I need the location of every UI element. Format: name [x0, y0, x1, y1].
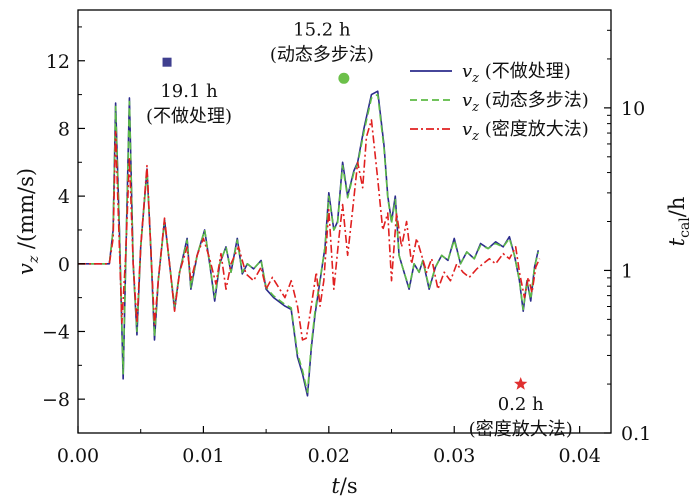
- series-line-2: [78, 93, 540, 394]
- marker-square: [162, 57, 172, 67]
- marker-layer: 19.1 h (不做处理) 15.2 h (动态多步法) 0.2 h (密度放大法): [146, 19, 573, 440]
- legend-label: vz (不做处理): [462, 61, 571, 86]
- marker-time-label: 19.1 h: [160, 81, 218, 102]
- y-right-axis-label-var: t: [665, 237, 689, 246]
- y-axis-label-var: v: [14, 263, 38, 275]
- y-tick-label: −4: [42, 321, 70, 343]
- y-tick-label: −8: [42, 389, 70, 411]
- x-tick-label: 0.00: [57, 445, 99, 467]
- x-axis-label-unit: /s: [340, 474, 358, 498]
- axis-ticks: 0.00 0.01 0.02 0.03 0.04 −8 −4 0 4 8 12 0.1 1 10: [42, 9, 651, 467]
- y-axis-label-unit: /(mm/s): [14, 168, 38, 256]
- series-layer: [78, 90, 541, 397]
- y-tick-label: 12: [46, 51, 70, 73]
- y-right-axis-label-unit: /h: [665, 197, 689, 218]
- x-axis-label-var: t: [331, 474, 340, 498]
- x-axis-label: t/s: [331, 474, 357, 498]
- x-tick-label: 0.02: [308, 445, 350, 467]
- y-right-tick-label: 10: [621, 98, 645, 120]
- y-right-tick-label: 0.1: [621, 423, 651, 445]
- legend-label: vz (动态多步法): [462, 90, 589, 115]
- y-right-tick-label: 1: [621, 260, 633, 282]
- series-line-3: [78, 119, 541, 341]
- marker-method-label: (密度放大法): [469, 419, 573, 440]
- y-right-axis-label: tcal/h: [665, 197, 693, 247]
- y-tick-label: 0: [58, 254, 70, 276]
- y-tick-label: 4: [58, 186, 70, 208]
- y-axis-label: vz /(mm/s): [14, 168, 42, 275]
- legend: vz (不做处理) vz (动态多步法) vz (密度放大法): [410, 61, 589, 144]
- x-tick-label: 0.04: [558, 445, 600, 467]
- y-right-axis-label-sub: cal: [677, 217, 693, 238]
- marker-method-label: (动态多步法): [270, 44, 374, 65]
- y-axis-label-sub: z: [26, 255, 42, 264]
- x-tick-label: 0.01: [182, 445, 224, 467]
- y-tick-label: 8: [58, 118, 70, 140]
- marker-star: [514, 377, 528, 390]
- legend-label: vz (密度放大法): [462, 119, 589, 144]
- marker-time-label: 0.2 h: [498, 394, 544, 415]
- marker-method-label: (不做处理): [146, 106, 232, 127]
- x-tick-label: 0.03: [433, 445, 475, 467]
- marker-circle: [338, 72, 350, 84]
- marker-time-label: 15.2 h: [293, 19, 351, 40]
